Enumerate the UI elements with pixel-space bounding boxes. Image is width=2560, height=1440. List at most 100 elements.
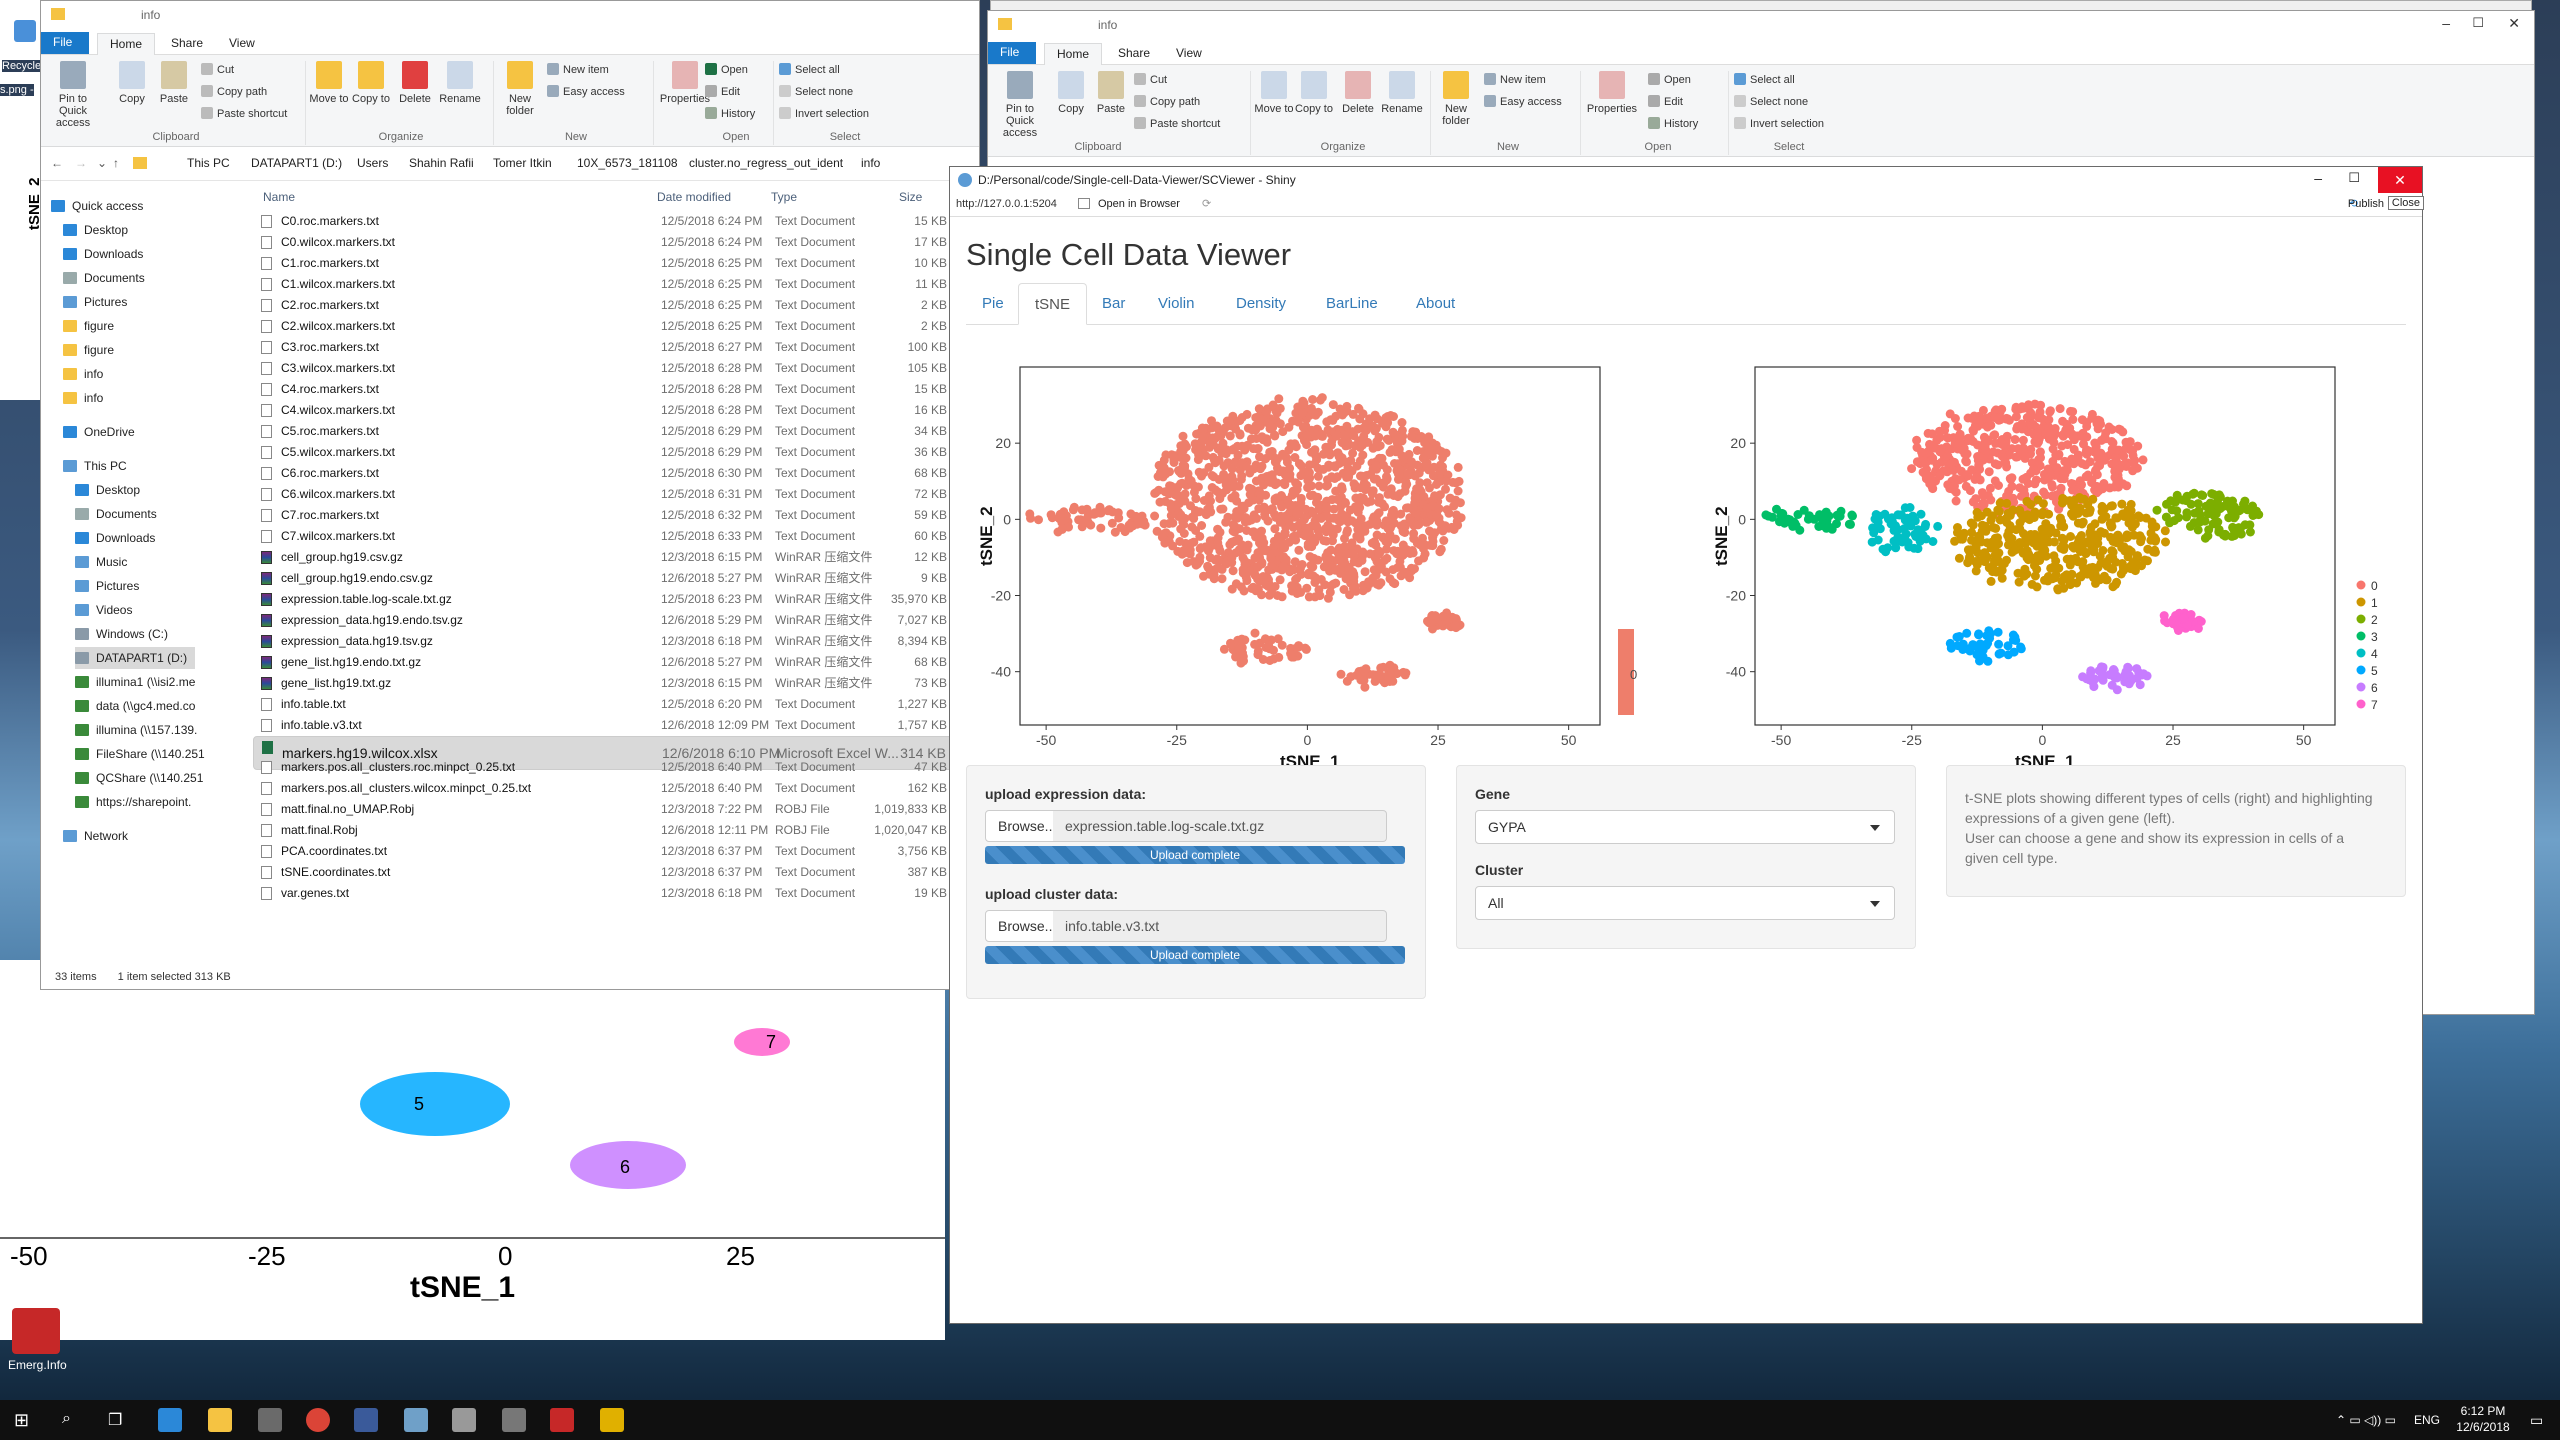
nav-quick-access[interactable]: Quick access bbox=[51, 195, 143, 217]
delete-button[interactable]: Delete bbox=[1338, 71, 1378, 115]
expression-file-field[interactable]: expression.table.log-scale.txt.gz bbox=[1053, 810, 1387, 842]
explorer-window[interactable]: info File Home Share View Pin to Quick a… bbox=[40, 0, 980, 990]
tab-tsne[interactable]: tSNE bbox=[1018, 283, 1088, 325]
clock[interactable]: 6:12 PM 12/6/2018 bbox=[2448, 1403, 2518, 1435]
file-row[interactable]: C1.wilcox.markers.txt 12/5/2018 6:25 PM Te… bbox=[253, 274, 973, 295]
file-row[interactable]: C7.roc.markers.txt 12/5/2018 6:32 PM Text … bbox=[253, 505, 973, 526]
rename-button[interactable]: Rename bbox=[437, 61, 483, 105]
task-view-icon[interactable]: ❐ bbox=[108, 1412, 123, 1429]
nav-this-pc[interactable]: This PC bbox=[63, 455, 127, 477]
copy-to-button[interactable]: Copy to bbox=[351, 61, 391, 105]
pin-button[interactable]: Pin to Quick access bbox=[45, 61, 101, 129]
nav-item-selected[interactable]: DATAPART1 (D:) bbox=[75, 647, 195, 669]
nav-item[interactable]: Documents bbox=[63, 267, 145, 289]
nav-item[interactable]: data (\\gc4.med.co bbox=[75, 695, 195, 717]
tab-share[interactable]: Share bbox=[1118, 46, 1151, 60]
close-icon[interactable]: ✕ bbox=[2378, 167, 2422, 193]
move-to-button[interactable]: Move to bbox=[1254, 71, 1294, 115]
select-none-button[interactable]: Select none bbox=[1734, 95, 1808, 108]
file-row[interactable]: info.table.v3.txt 12/6/2018 12:09 PM Text … bbox=[253, 715, 973, 736]
file-row[interactable]: C0.wilcox.markers.txt 12/5/2018 6:24 PM Te… bbox=[253, 232, 973, 253]
nav-item[interactable]: Pictures bbox=[75, 575, 139, 597]
tab-barline[interactable]: BarLine bbox=[1326, 295, 1378, 312]
nav-item[interactable]: Videos bbox=[75, 599, 132, 621]
nav-item[interactable]: info bbox=[63, 363, 103, 385]
nav-item[interactable]: info bbox=[63, 387, 103, 409]
file-row[interactable]: C5.roc.markers.txt 12/5/2018 6:29 PM Text … bbox=[253, 421, 973, 442]
nav-item[interactable]: Documents bbox=[75, 503, 157, 525]
column-header-name[interactable]: Name bbox=[263, 190, 296, 204]
nav-item[interactable]: illumina1 (\\isi2.me bbox=[75, 671, 195, 693]
cmc-app-icon[interactable] bbox=[12, 1308, 60, 1354]
explorer2-titlebar[interactable]: info – ☐ ✕ bbox=[988, 11, 2534, 39]
search-icon[interactable]: ⌕ bbox=[62, 1410, 71, 1427]
minimize-icon[interactable]: – bbox=[2314, 170, 2322, 186]
maximize-icon[interactable]: ☐ bbox=[2348, 170, 2360, 185]
app-icon[interactable] bbox=[550, 1408, 574, 1432]
publish-button[interactable]: Publish bbox=[2347, 198, 2384, 210]
tab-home[interactable]: Home bbox=[97, 33, 156, 55]
file-row[interactable]: C5.wilcox.markers.txt 12/5/2018 6:29 PM Te… bbox=[253, 442, 973, 463]
nav-item[interactable]: Desktop bbox=[63, 219, 128, 241]
refresh-icon[interactable]: ⟳ bbox=[1202, 198, 1212, 210]
copy-button[interactable]: Copy bbox=[113, 61, 151, 105]
breadcrumb-item[interactable]: info bbox=[861, 156, 881, 170]
nav-item[interactable]: QCShare (\\140.251 bbox=[75, 767, 203, 789]
easy-access-button[interactable]: Easy access bbox=[547, 85, 625, 98]
file-row[interactable]: var.genes.txt 12/3/2018 6:18 PM Text Docum… bbox=[253, 883, 973, 904]
tab-density[interactable]: Density bbox=[1236, 295, 1287, 312]
file-row[interactable]: info.table.txt 12/5/2018 6:20 PM Text Docu… bbox=[253, 694, 973, 715]
file-row[interactable]: C4.wilcox.markers.txt 12/5/2018 6:28 PM Te… bbox=[253, 400, 973, 421]
back-icon[interactable]: ← bbox=[51, 156, 63, 170]
file-row[interactable]: tSNE.coordinates.txt 12/3/2018 6:37 PM Tex… bbox=[253, 862, 973, 883]
shiny-titlebar[interactable]: D:/Personal/code/Single-cell-Data-Viewer… bbox=[950, 167, 2422, 193]
tab-share[interactable]: Share bbox=[171, 36, 204, 50]
nav-item[interactable]: Downloads bbox=[63, 243, 143, 265]
file-row[interactable]: expression.table.log-scale.txt.gz 12/5/20… bbox=[253, 589, 973, 610]
up-icon[interactable]: ↑ bbox=[113, 156, 119, 170]
breadcrumb-item[interactable]: Users bbox=[357, 156, 389, 170]
properties-button[interactable]: Properties bbox=[657, 61, 713, 105]
properties-button[interactable]: Properties bbox=[1584, 71, 1640, 115]
windows-start-icon[interactable]: ⊞ bbox=[14, 1410, 30, 1430]
paste-button[interactable]: Paste bbox=[155, 61, 193, 105]
file-row[interactable]: C0.roc.markers.txt 12/5/2018 6:24 PM Text … bbox=[253, 211, 973, 232]
file-row[interactable]: cell_group.hg19.endo.csv.gz 12/6/2018 5:2… bbox=[253, 568, 973, 589]
language-indicator[interactable]: ENG bbox=[2414, 1413, 2441, 1427]
select-none-button[interactable]: Select none bbox=[779, 85, 853, 98]
file-row[interactable]: markers.pos.all_clusters.roc.minpct_0.25… bbox=[253, 757, 973, 778]
tab-file[interactable]: File bbox=[988, 42, 1036, 64]
cut-button[interactable]: Cut bbox=[1134, 73, 1167, 86]
app-icon[interactable] bbox=[600, 1408, 624, 1432]
gene-select[interactable]: GYPA bbox=[1475, 810, 1895, 844]
new-item-button[interactable]: New item bbox=[547, 63, 609, 76]
nav-item[interactable]: figure bbox=[63, 339, 114, 361]
file-row[interactable]: C3.roc.markers.txt 12/5/2018 6:27 PM Text … bbox=[253, 337, 973, 358]
tab-bar[interactable]: Bar bbox=[1102, 295, 1126, 312]
notifications-icon[interactable]: ▭ bbox=[2530, 1412, 2544, 1428]
file-row[interactable]: C2.roc.markers.txt 12/5/2018 6:25 PM Text … bbox=[253, 295, 973, 316]
file-explorer-icon[interactable] bbox=[208, 1408, 232, 1432]
notepad-icon[interactable] bbox=[404, 1408, 428, 1432]
file-row[interactable]: PCA.coordinates.txt 12/3/2018 6:37 PM Text… bbox=[253, 841, 973, 862]
maximize-icon[interactable]: ☐ bbox=[2472, 15, 2484, 30]
paste-button[interactable]: Paste bbox=[1092, 71, 1130, 115]
edge-icon[interactable] bbox=[158, 1408, 182, 1432]
app-icon[interactable] bbox=[452, 1408, 476, 1432]
nav-item[interactable]: Downloads bbox=[75, 527, 155, 549]
nav-item[interactable]: Pictures bbox=[63, 291, 127, 313]
edit-button[interactable]: Edit bbox=[705, 85, 740, 98]
rstudio-icon[interactable] bbox=[354, 1408, 378, 1432]
breadcrumb-item[interactable]: This PC bbox=[187, 156, 230, 170]
pin-button[interactable]: Pin to Quick access bbox=[992, 71, 1048, 139]
tab-file[interactable]: File bbox=[41, 32, 89, 54]
breadcrumb-item[interactable]: cluster.no_regress_out_ident bbox=[689, 156, 844, 170]
file-row[interactable]: gene_list.hg19.endo.txt.gz 12/6/2018 5:27… bbox=[253, 652, 973, 673]
file-row[interactable]: C6.roc.markers.txt 12/5/2018 6:30 PM Text … bbox=[253, 463, 973, 484]
nav-item[interactable]: figure bbox=[63, 315, 114, 337]
breadcrumb-item[interactable]: Tomer Itkin bbox=[493, 156, 552, 170]
explorer-titlebar[interactable]: info bbox=[41, 1, 979, 29]
nav-item[interactable]: FileShare (\\140.251 bbox=[75, 743, 205, 765]
breadcrumb-item[interactable]: Shahin Rafii bbox=[409, 156, 474, 170]
rename-button[interactable]: Rename bbox=[1380, 71, 1424, 115]
